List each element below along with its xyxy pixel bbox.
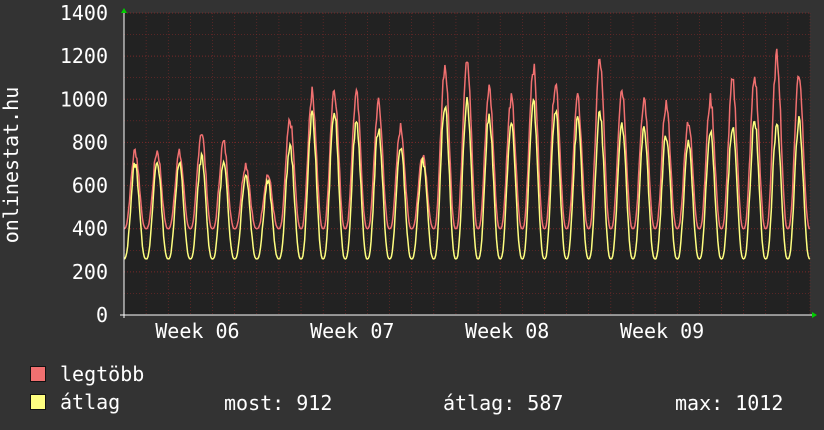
y-axis-title: onlinestat.hu: [0, 87, 23, 244]
y-tick-label: 1000: [60, 87, 108, 111]
x-tick-label: Week 07: [310, 319, 394, 343]
legend-swatch-atlag: [30, 394, 46, 410]
series-line-legtobb: [123, 48, 811, 230]
y-tick-label: 1200: [60, 44, 108, 68]
y-tick-label: 1400: [60, 1, 108, 25]
stat-maximum: max: 1012: [675, 391, 784, 415]
y-axis-arrow: [121, 8, 127, 13]
x-tick-label: Week 06: [155, 319, 239, 343]
y-tick-label: 600: [72, 174, 108, 198]
legend-item-atlag: átlag: [30, 390, 121, 414]
y-tick-label: 400: [72, 217, 108, 241]
legend-item-legtobb: legtöbb: [30, 362, 145, 386]
legend-swatch-legtobb: [30, 366, 46, 382]
y-axis-ticks: 0 200 400 600 800 1000 1200 1400: [60, 1, 108, 327]
y-tick-label: 800: [72, 130, 108, 154]
series-line-atlag: [123, 97, 811, 260]
legend-label-atlag: átlag: [60, 390, 121, 414]
stat-current: most: 912: [224, 391, 333, 415]
y-tick-label: 0: [96, 303, 108, 327]
x-tick-label: Week 09: [620, 319, 704, 343]
x-axis-arrow: [812, 312, 817, 318]
x-tick-label: Week 08: [465, 319, 549, 343]
x-axis-labels: Week 06 Week 07 Week 08 Week 09: [155, 319, 704, 343]
legend-label-legtobb: legtöbb: [60, 362, 145, 386]
stat-average: átlag: 587: [443, 391, 564, 415]
y-tick-label: 200: [72, 260, 108, 284]
